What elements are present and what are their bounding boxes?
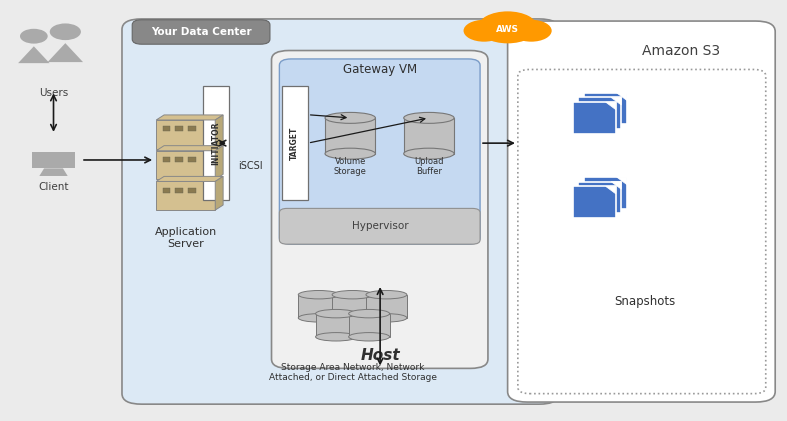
- FancyBboxPatch shape: [282, 86, 308, 200]
- Polygon shape: [616, 177, 626, 184]
- FancyBboxPatch shape: [578, 98, 622, 129]
- Bar: [162, 188, 170, 193]
- Circle shape: [478, 11, 538, 43]
- FancyBboxPatch shape: [583, 177, 627, 208]
- Circle shape: [498, 14, 533, 32]
- Polygon shape: [47, 43, 83, 62]
- Circle shape: [50, 24, 81, 40]
- Ellipse shape: [316, 309, 357, 318]
- Polygon shape: [156, 176, 223, 181]
- Text: AWS: AWS: [496, 25, 519, 34]
- Text: Volume
Storage: Volume Storage: [334, 157, 367, 176]
- Text: Application
Server: Application Server: [154, 227, 217, 249]
- FancyBboxPatch shape: [132, 20, 270, 44]
- Text: Your Data Center: Your Data Center: [151, 27, 251, 37]
- FancyBboxPatch shape: [583, 93, 627, 125]
- Bar: [156, 181, 215, 210]
- FancyBboxPatch shape: [508, 21, 775, 402]
- Text: Users: Users: [39, 88, 68, 98]
- Polygon shape: [39, 168, 68, 176]
- Polygon shape: [605, 102, 615, 110]
- Polygon shape: [215, 176, 223, 210]
- Bar: [156, 151, 215, 179]
- FancyBboxPatch shape: [203, 86, 229, 200]
- Ellipse shape: [325, 148, 375, 159]
- Text: Storage Area Network, Network
Attached, or Direct Attached Storage: Storage Area Network, Network Attached, …: [268, 363, 437, 382]
- Ellipse shape: [404, 148, 454, 159]
- Circle shape: [464, 20, 504, 42]
- Text: Snapshots: Snapshots: [615, 295, 676, 307]
- FancyBboxPatch shape: [272, 51, 488, 368]
- FancyBboxPatch shape: [572, 187, 615, 218]
- Polygon shape: [605, 187, 615, 194]
- Text: TARGET: TARGET: [290, 126, 299, 160]
- Bar: [175, 126, 183, 131]
- Bar: [162, 157, 170, 162]
- FancyBboxPatch shape: [122, 19, 559, 404]
- Bar: [187, 157, 195, 162]
- Bar: [187, 188, 195, 193]
- Text: INITIATOR: INITIATOR: [212, 121, 220, 165]
- Bar: [156, 120, 215, 149]
- Circle shape: [482, 14, 517, 32]
- Bar: [316, 314, 357, 337]
- Ellipse shape: [298, 290, 339, 299]
- Polygon shape: [215, 146, 223, 179]
- Text: Host: Host: [360, 348, 400, 363]
- Ellipse shape: [366, 314, 407, 322]
- Bar: [175, 157, 183, 162]
- Polygon shape: [18, 46, 50, 63]
- Text: Client: Client: [39, 182, 68, 192]
- Ellipse shape: [349, 333, 390, 341]
- Text: iSCSI: iSCSI: [238, 161, 263, 171]
- Ellipse shape: [332, 314, 373, 322]
- Polygon shape: [156, 146, 223, 151]
- FancyBboxPatch shape: [572, 102, 615, 134]
- Polygon shape: [215, 115, 223, 149]
- Bar: [162, 126, 170, 131]
- Circle shape: [511, 20, 552, 42]
- FancyBboxPatch shape: [32, 152, 75, 168]
- FancyBboxPatch shape: [518, 69, 766, 394]
- Text: Upload
Buffer: Upload Buffer: [414, 157, 444, 176]
- Bar: [404, 118, 454, 154]
- Bar: [175, 188, 183, 193]
- Text: Gateway VM: Gateway VM: [343, 63, 417, 76]
- Text: Amazon S3: Amazon S3: [641, 43, 720, 58]
- Ellipse shape: [325, 112, 375, 123]
- Bar: [298, 295, 339, 318]
- Polygon shape: [156, 115, 223, 120]
- FancyBboxPatch shape: [279, 208, 480, 244]
- Ellipse shape: [316, 333, 357, 341]
- FancyBboxPatch shape: [578, 182, 622, 213]
- Polygon shape: [611, 182, 621, 189]
- Bar: [325, 118, 375, 154]
- Polygon shape: [616, 93, 626, 101]
- Ellipse shape: [404, 112, 454, 123]
- Ellipse shape: [332, 290, 373, 299]
- Bar: [332, 295, 373, 318]
- Bar: [187, 126, 195, 131]
- Bar: [349, 314, 390, 337]
- Circle shape: [20, 29, 48, 44]
- Ellipse shape: [298, 314, 339, 322]
- Bar: [366, 295, 407, 318]
- FancyBboxPatch shape: [279, 59, 480, 244]
- Text: Hypervisor: Hypervisor: [352, 221, 408, 232]
- Ellipse shape: [349, 309, 390, 318]
- Ellipse shape: [366, 290, 407, 299]
- Polygon shape: [611, 98, 621, 105]
